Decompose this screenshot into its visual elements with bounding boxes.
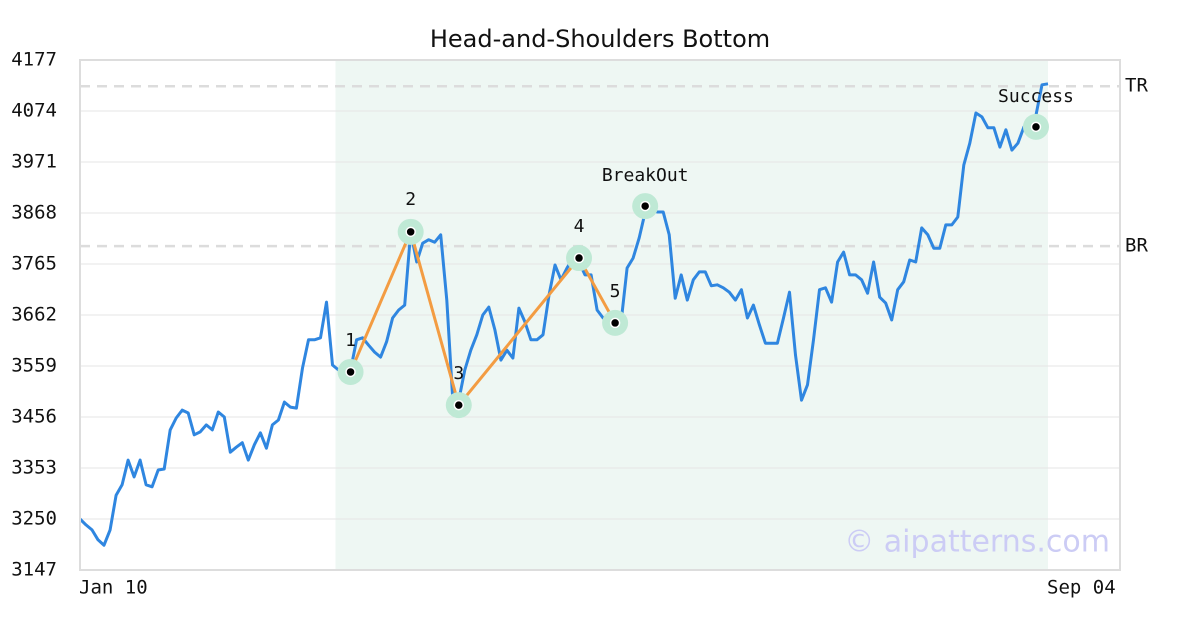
point-label: 1 [345,330,356,351]
y-tick-label: 4177 [11,49,57,71]
watermark: © aipatterns.com [844,525,1110,560]
x-tick-label: Sep 04 [1047,577,1116,599]
point-label: 2 [405,189,416,210]
point-dot [1030,121,1042,133]
level-label: BR [1125,235,1148,257]
y-tick-label: 3250 [11,508,57,530]
y-tick-label: 4074 [11,100,57,122]
y-tick-label: 3868 [11,202,57,224]
y-tick-label: 3971 [11,151,57,173]
point-dot [345,366,356,378]
point-label: 4 [574,216,585,237]
point-dot [453,399,465,411]
point-dot [573,252,585,264]
point-dot [609,317,621,329]
plot-frame [79,59,1121,571]
point-label: Success [998,86,1074,107]
point-label: BreakOut [602,165,689,186]
level-label: TR [1125,75,1148,97]
y-tick-label: 3353 [11,457,57,479]
y-tick-label: 3662 [11,304,57,326]
point-dot [639,200,651,212]
y-tick-label: 3456 [11,406,57,428]
y-tick-label: 3765 [11,253,57,275]
point-label: 5 [610,281,621,302]
price-line [78,82,1049,547]
y-tick-label: 3147 [11,559,57,581]
point-dot [405,226,416,238]
y-tick-label: 3559 [11,355,57,377]
chart-title: Head-and-Shoulders Bottom [430,25,770,53]
x-tick-label: Jan 10 [79,577,148,599]
point-label: 3 [453,363,464,384]
